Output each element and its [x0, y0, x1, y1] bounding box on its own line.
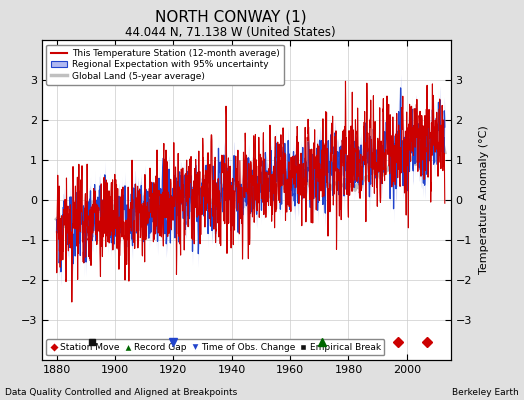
Text: Data Quality Controlled and Aligned at Breakpoints: Data Quality Controlled and Aligned at B…	[5, 388, 237, 397]
Y-axis label: Temperature Anomaly (°C): Temperature Anomaly (°C)	[479, 126, 489, 274]
Text: Berkeley Earth: Berkeley Earth	[452, 388, 519, 397]
Text: 44.044 N, 71.138 W (United States): 44.044 N, 71.138 W (United States)	[125, 26, 336, 39]
Text: NORTH CONWAY (1): NORTH CONWAY (1)	[155, 10, 307, 25]
Legend: Station Move, Record Gap, Time of Obs. Change, Empirical Break: Station Move, Record Gap, Time of Obs. C…	[47, 339, 385, 356]
